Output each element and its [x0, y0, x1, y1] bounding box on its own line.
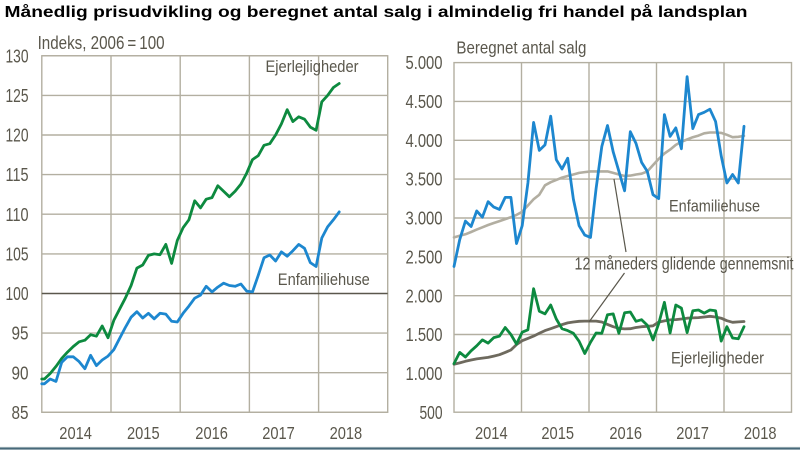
svg-text:2014: 2014 [59, 423, 92, 443]
svg-text:2014: 2014 [475, 423, 508, 443]
svg-text:120: 120 [6, 126, 29, 146]
svg-text:Ejerlejligheder: Ejerlejligheder [266, 58, 359, 76]
svg-text:85: 85 [12, 403, 29, 423]
svg-text:Beregnet antal salg: Beregnet antal salg [456, 37, 586, 57]
svg-text:100: 100 [6, 284, 29, 304]
svg-text:130: 130 [6, 46, 29, 66]
svg-text:115: 115 [6, 165, 29, 185]
svg-text:2.500: 2.500 [406, 247, 443, 267]
svg-text:110: 110 [6, 205, 29, 225]
svg-text:105: 105 [6, 245, 29, 265]
svg-text:2015: 2015 [541, 423, 574, 443]
svg-text:500: 500 [420, 403, 443, 423]
svg-text:Månedlig prisudvikling og bere: Månedlig prisudvikling og beregnet antal… [5, 3, 748, 21]
svg-text:1.500: 1.500 [406, 325, 443, 345]
svg-text:95: 95 [12, 324, 29, 344]
svg-text:3.500: 3.500 [406, 170, 443, 190]
svg-text:2016: 2016 [195, 423, 228, 443]
svg-text:2018: 2018 [744, 423, 777, 443]
svg-text:125: 125 [6, 86, 29, 106]
svg-text:Indeks, 2006 = 100: Indeks, 2006 = 100 [38, 33, 165, 53]
svg-text:2016: 2016 [609, 423, 642, 443]
svg-text:Enfamiliehuse: Enfamiliehuse [278, 271, 370, 289]
svg-text:4.500: 4.500 [406, 92, 443, 112]
svg-text:2015: 2015 [127, 423, 160, 443]
svg-text:2017: 2017 [262, 423, 295, 443]
svg-text:1.000: 1.000 [406, 364, 443, 384]
svg-text:90: 90 [12, 363, 29, 383]
svg-text:2018: 2018 [330, 423, 363, 443]
svg-text:3.000: 3.000 [406, 209, 443, 229]
svg-text:Enfamiliehuse: Enfamiliehuse [669, 198, 760, 216]
svg-text:2.000: 2.000 [406, 286, 443, 306]
svg-text:Ejerlejligheder: Ejerlejligheder [671, 350, 764, 368]
svg-text:4.000: 4.000 [406, 131, 443, 151]
svg-text:12 måneders glidende gennemsni: 12 måneders glidende gennemsnit [575, 254, 794, 274]
svg-text:5.000: 5.000 [406, 53, 443, 73]
svg-text:2017: 2017 [676, 423, 709, 443]
